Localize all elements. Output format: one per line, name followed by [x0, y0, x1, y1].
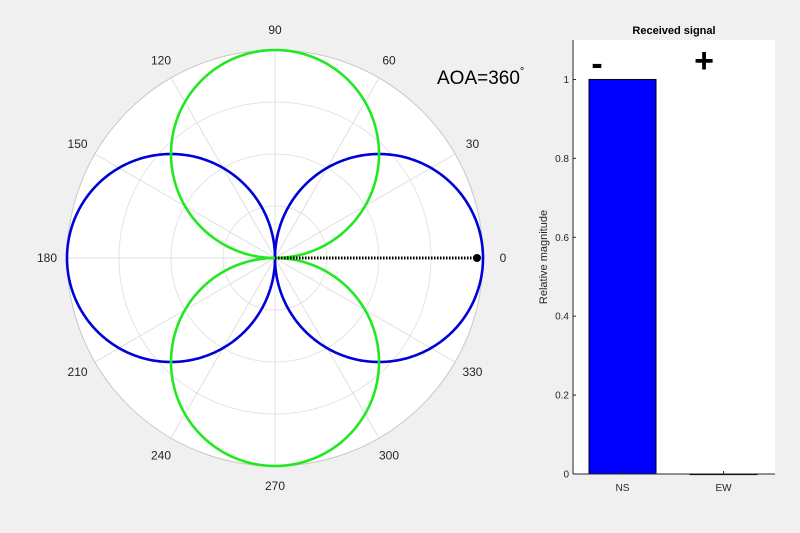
bar-x-ticks: NS EW — [616, 471, 732, 494]
sign-label-minus: - — [591, 45, 602, 83]
bar-axes — [572, 40, 775, 475]
polar-tick-label: 270 — [265, 479, 285, 493]
bar-y-tick-label: 0.6 — [555, 233, 569, 244]
polar-tick-label: 300 — [379, 448, 399, 462]
polar-tick-label: 60 — [382, 54, 396, 68]
polar-plot: 0 30 60 90 120 150 180 210 240 270 300 330 AOA=360° — [37, 23, 524, 493]
polar-tick-label: 90 — [268, 23, 282, 37]
aoa-arrow — [275, 254, 481, 262]
bar-y-tick-label: 1 — [563, 75, 569, 86]
polar-tick-labels: 0 30 60 90 120 150 180 210 240 270 300 330 — [37, 23, 507, 493]
polar-tick-label: 0 — [500, 251, 507, 265]
bar-x-tick-label: NS — [616, 483, 630, 494]
polar-tick-label: 30 — [466, 137, 480, 151]
polar-tick-label: 240 — [151, 448, 171, 462]
bar-y-tick-label: 0.2 — [555, 391, 569, 402]
bar-chart-title: Received signal — [632, 25, 715, 37]
bar-x-tick-label: EW — [715, 483, 732, 494]
bar-y-ticks: 0 0.2 0.4 0.6 0.8 1 — [555, 75, 576, 481]
ns-pattern-curve — [65, 152, 485, 364]
bars — [588, 78, 758, 476]
bar-ns — [588, 78, 657, 475]
aoa-arrow-head — [473, 254, 481, 262]
bar-y-tick-label: 0.8 — [555, 154, 569, 165]
sign-label-plus: + — [694, 42, 714, 80]
bar-y-tick-label: 0.4 — [555, 312, 569, 323]
polar-tick-label: 120 — [151, 54, 171, 68]
polar-tick-label: 330 — [462, 365, 482, 379]
polar-tick-label: 150 — [68, 137, 88, 151]
bar-chart: Received signal 00.20.40.60.81 NS EW - + … — [538, 25, 775, 494]
bar-y-axis-label: Relative magnitude — [538, 210, 550, 304]
bar-y-tick-label: 0 — [563, 470, 569, 481]
polar-tick-label: 180 — [37, 251, 57, 265]
aoa-annotation: AOA=360° — [437, 66, 524, 89]
polar-tick-label: 210 — [68, 365, 88, 379]
